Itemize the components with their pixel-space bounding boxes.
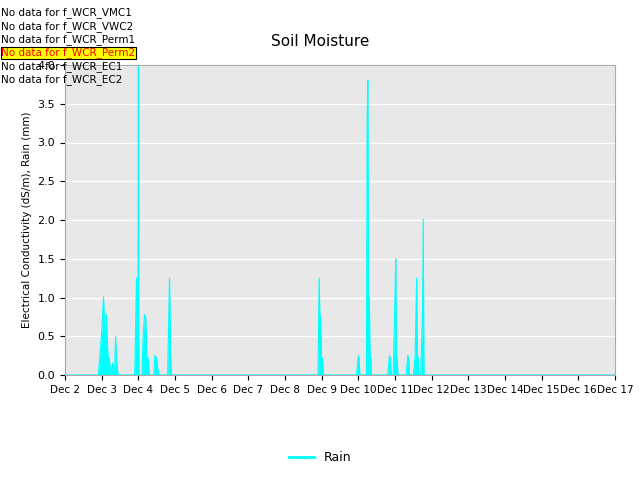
Y-axis label: Electrical Conductivity (dS/m), Rain (mm): Electrical Conductivity (dS/m), Rain (mm…: [22, 112, 32, 328]
Legend: Rain: Rain: [284, 446, 356, 469]
Text: Soil Moisture: Soil Moisture: [271, 34, 369, 48]
Text: No data for f_WCR_VWC2: No data for f_WCR_VWC2: [1, 21, 134, 32]
Text: No data for f_WCR_Perm1: No data for f_WCR_Perm1: [1, 34, 136, 45]
Text: No data for f_WCR_EC2: No data for f_WCR_EC2: [1, 74, 123, 85]
Text: No data for f_WCR_VMC1: No data for f_WCR_VMC1: [1, 7, 132, 18]
Text: No data for f_WCR_EC1: No data for f_WCR_EC1: [1, 61, 123, 72]
Text: No data for f_WCR_Perm2: No data for f_WCR_Perm2: [1, 48, 136, 59]
